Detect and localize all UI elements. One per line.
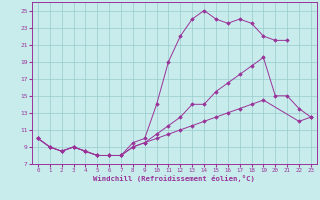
X-axis label: Windchill (Refroidissement éolien,°C): Windchill (Refroidissement éolien,°C) — [93, 175, 255, 182]
